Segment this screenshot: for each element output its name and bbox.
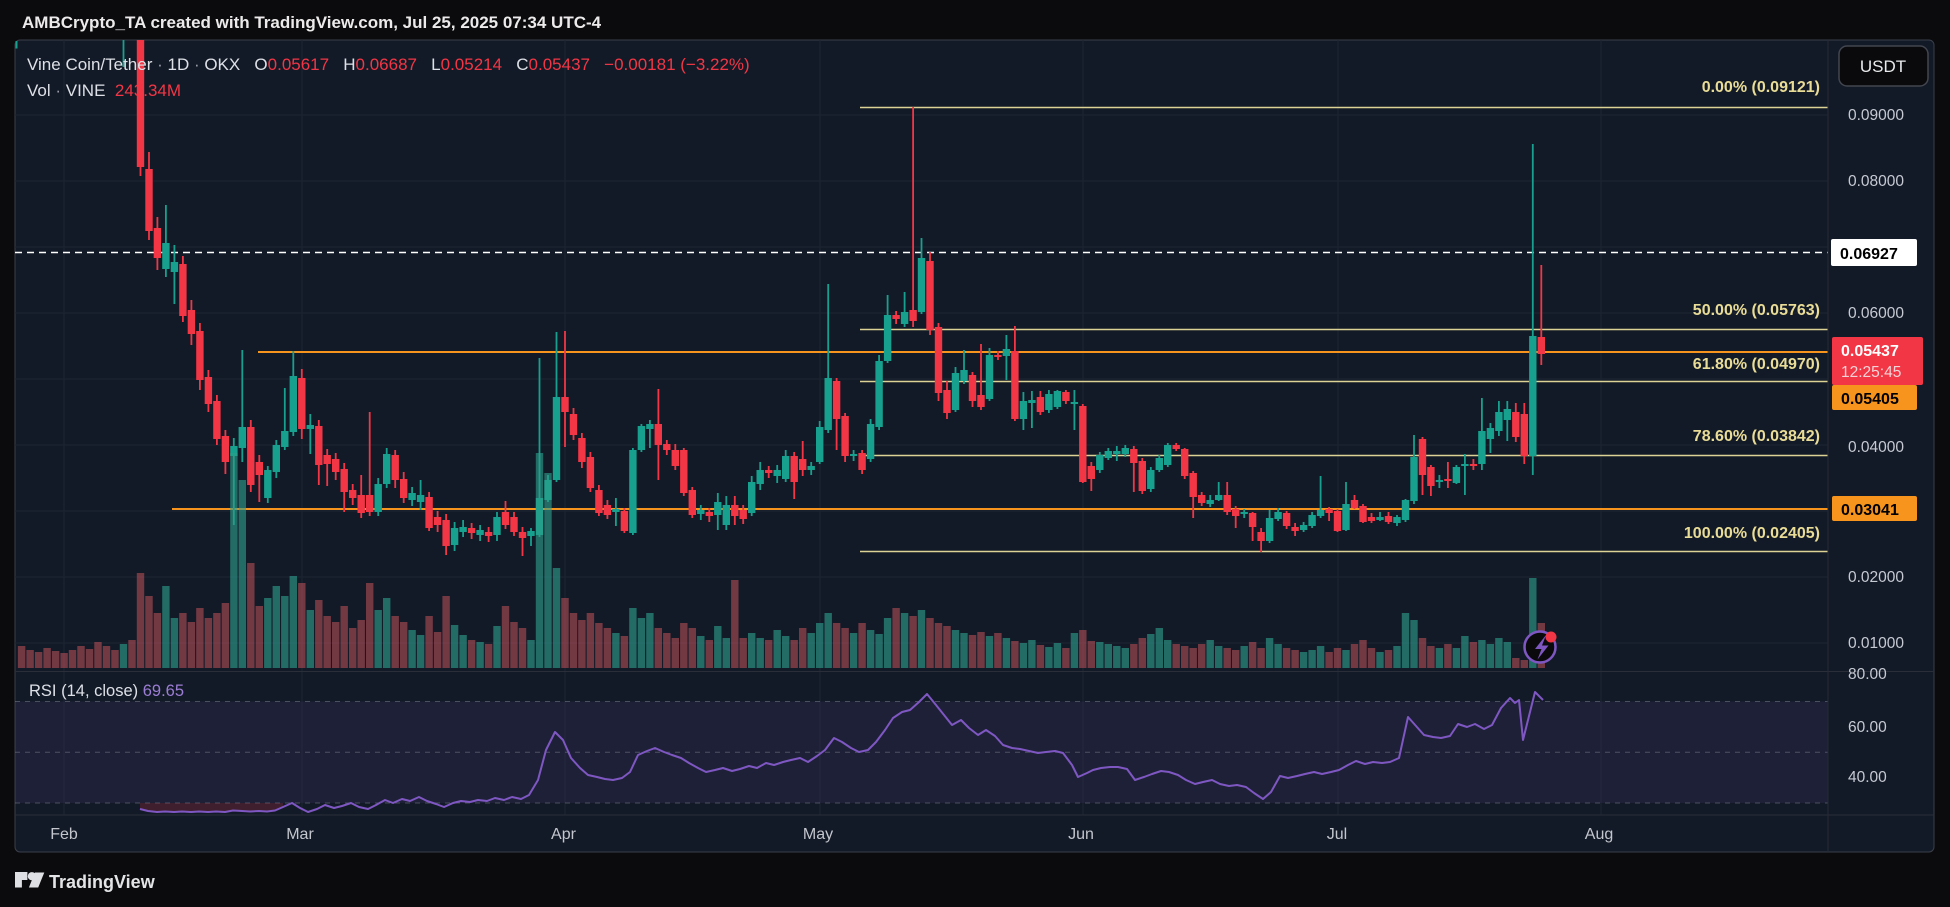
svg-text:0.05437: 0.05437 xyxy=(1841,343,1899,360)
svg-text:0.08000: 0.08000 xyxy=(1848,173,1904,190)
svg-text:100.00% (0.02405): 100.00% (0.02405) xyxy=(1684,525,1820,542)
svg-text:40.00: 40.00 xyxy=(1848,769,1887,786)
svg-text:0.03041: 0.03041 xyxy=(1841,502,1899,519)
svg-text:0.02000: 0.02000 xyxy=(1848,569,1904,586)
svg-text:RSI (14, close) 69.65: RSI (14, close) 69.65 xyxy=(29,682,184,700)
svg-text:0.04000: 0.04000 xyxy=(1848,439,1904,456)
svg-text:Vol · VINE 243.34M: Vol · VINE 243.34M xyxy=(27,81,181,100)
svg-text:Jun: Jun xyxy=(1068,826,1094,843)
svg-text:78.60% (0.03842): 78.60% (0.03842) xyxy=(1693,428,1820,445)
svg-text:80.00: 80.00 xyxy=(1848,666,1887,683)
svg-text:Apr: Apr xyxy=(551,826,577,843)
svg-text:Mar: Mar xyxy=(286,826,314,843)
svg-text:AMBCrypto_TA created with Trad: AMBCrypto_TA created with TradingView.co… xyxy=(22,13,602,32)
svg-text:0.06927: 0.06927 xyxy=(1840,246,1898,263)
svg-text:Aug: Aug xyxy=(1585,826,1613,843)
svg-text:Vine Coin/Tether · 1D · OKX: Vine Coin/Tether · 1D · OKX O0.05617 H0.… xyxy=(27,55,750,74)
svg-text:60.00: 60.00 xyxy=(1848,719,1887,736)
svg-text:0.05405: 0.05405 xyxy=(1841,391,1899,408)
svg-text:0.09000: 0.09000 xyxy=(1848,107,1904,124)
svg-text:Jul: Jul xyxy=(1327,826,1347,843)
svg-text:USDT: USDT xyxy=(1860,57,1906,76)
svg-text:50.00% (0.05763): 50.00% (0.05763) xyxy=(1693,302,1820,319)
svg-text:Feb: Feb xyxy=(50,826,78,843)
svg-text:0.00% (0.09121): 0.00% (0.09121) xyxy=(1702,79,1820,96)
svg-text:0.06000: 0.06000 xyxy=(1848,305,1904,322)
svg-text:61.80% (0.04970): 61.80% (0.04970) xyxy=(1693,356,1820,373)
svg-text:0.01000: 0.01000 xyxy=(1848,635,1904,652)
svg-text:May: May xyxy=(803,826,833,843)
svg-text:TradingView: TradingView xyxy=(49,872,156,892)
svg-text:12:25:45: 12:25:45 xyxy=(1841,364,1901,381)
